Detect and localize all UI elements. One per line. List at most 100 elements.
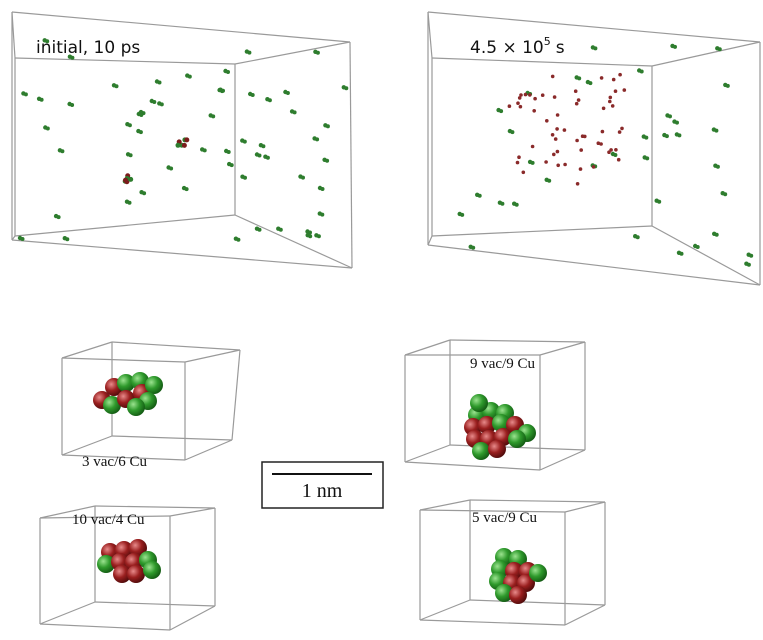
atom [532,109,536,113]
atom [533,96,537,101]
atom [588,81,593,86]
box-edge [419,599,471,621]
atom [138,130,143,135]
atom [39,97,44,102]
atoms [17,38,754,604]
atom [301,175,305,180]
atom [45,126,50,131]
atom [575,138,579,143]
atom [573,89,578,93]
atom [639,69,644,74]
box-edge [404,444,451,463]
atom [578,167,583,171]
atom [128,153,133,158]
atom [614,148,618,152]
atom [20,237,25,241]
sphere [492,414,510,432]
atom [553,137,558,141]
atom [123,177,128,183]
atom [226,70,230,74]
atom [528,93,532,97]
atom [550,133,555,137]
atom [257,227,262,232]
box-edge [539,449,586,471]
atom [644,135,649,140]
sphere [129,539,147,557]
box-edge [184,439,233,461]
cluster-label: 9 vac/9 Cu [470,356,535,372]
atom [620,126,624,131]
atom [70,55,75,60]
atom [575,182,580,186]
atom [202,148,207,153]
atom [544,160,548,164]
atom [545,119,549,123]
sphere [103,396,121,414]
atom [187,74,192,79]
cluster-label: 5 vac/9 Cu [472,510,537,526]
atom [56,215,61,220]
atom [325,124,330,129]
atom [563,162,567,167]
box-edge [184,349,241,363]
atom [221,88,225,93]
atom [552,152,556,157]
box-edge [404,461,541,471]
atom [316,234,321,239]
box-edge [39,505,96,519]
atom [746,262,751,267]
box-edge [234,214,353,269]
atom [679,251,684,256]
box-edge [111,435,233,441]
atom [247,50,252,55]
atom [184,137,190,143]
atom [556,163,560,168]
atom [243,175,247,180]
atom [610,104,615,108]
atom [127,200,132,205]
sphere [488,440,506,458]
atom [521,170,526,175]
atom [591,165,596,169]
atom [510,130,515,135]
atom [574,101,579,106]
atom [714,128,719,133]
atom [515,160,520,165]
cluster-label: 10 vac/4 Cu [72,512,145,528]
label-exponent: 5 [544,35,551,48]
box-edge [469,499,606,503]
atom [645,156,650,161]
box-edge [11,11,351,43]
box-edge [11,239,353,269]
box-edge [427,11,433,59]
boxes [11,11,761,631]
atom [579,148,583,152]
atom [344,86,349,91]
label-base: 4.5 × 10 [470,38,544,58]
box-edge [349,41,353,269]
atom [599,142,603,146]
box-edge [61,435,113,456]
atom [664,134,669,139]
box-edge [431,57,653,67]
atom [127,123,132,128]
atom [242,139,247,144]
box-edge [39,601,96,625]
atom [618,72,622,77]
box-edge [111,341,241,351]
sphere [529,564,547,582]
box-edge [427,235,433,246]
atom [211,114,216,119]
box-edge [427,244,761,286]
atom [607,150,611,154]
atom [292,110,297,115]
atom [159,102,164,107]
atom [749,253,754,258]
sphere [495,584,513,602]
sphere [472,442,490,460]
atom [169,166,174,171]
atom [315,137,320,142]
atom [677,133,682,138]
atom [668,114,672,119]
